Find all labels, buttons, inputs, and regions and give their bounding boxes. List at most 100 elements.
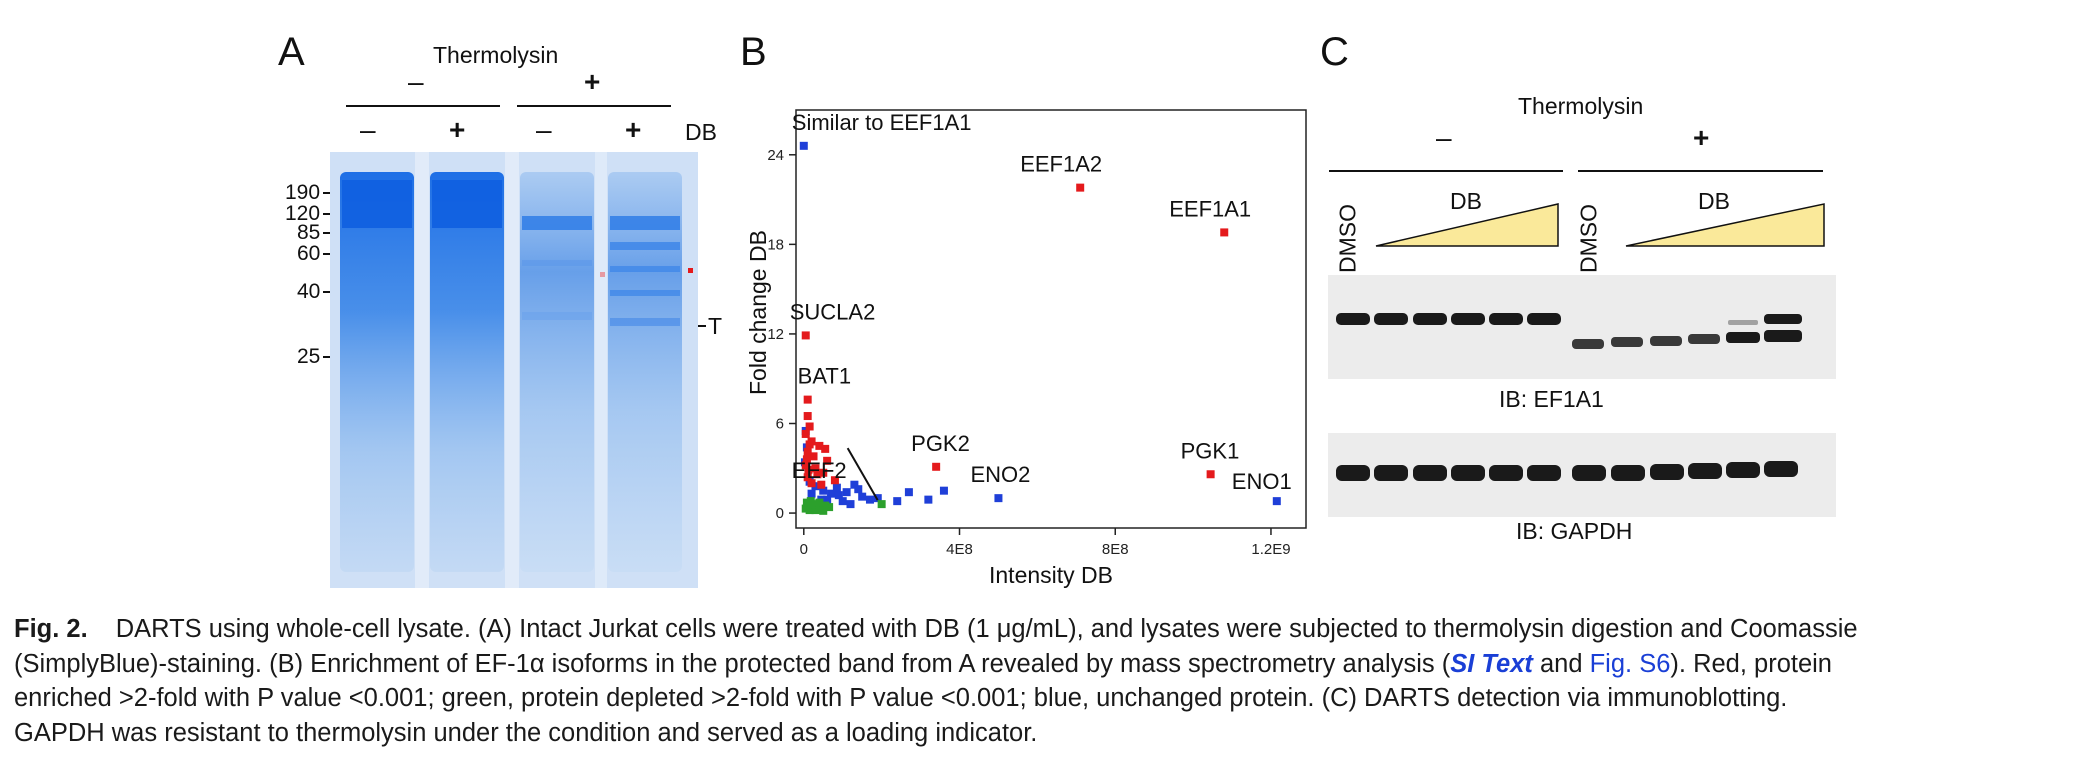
point-enriched (830, 476, 839, 485)
db-gradient-label-right: DB (1698, 188, 1730, 214)
point-unchanged (807, 489, 816, 498)
point-depleted (811, 506, 820, 515)
point-label: ENO1 (1232, 469, 1292, 494)
blot-gapdh-image (1328, 433, 1836, 517)
panel-b-label: B (740, 30, 767, 74)
y-tick-label: 24 (767, 147, 784, 164)
panel-c-group-line-minus (1329, 170, 1563, 172)
x-tick-label: 4E8 (946, 541, 973, 558)
point-eno2 (994, 494, 1003, 503)
point-unchanged (838, 497, 847, 506)
dose-gradients (1375, 203, 1825, 247)
point-unchanged (846, 500, 855, 509)
eef2-pointer-line (846, 447, 879, 501)
panel-a-group-plus: + (584, 66, 601, 97)
point-enriched (817, 480, 826, 489)
plot-marks (799, 141, 1281, 515)
point-unchanged (834, 491, 843, 500)
x-tick-label: 8E8 (1102, 541, 1129, 558)
panel-a-lane-1: – (360, 114, 376, 145)
point-label: ENO2 (970, 462, 1030, 487)
point-enriched (803, 412, 812, 421)
point-enriched (821, 444, 830, 453)
marker-120: 120 (285, 202, 321, 225)
point-unchanged (827, 489, 836, 498)
coomassie-gel-image (330, 152, 698, 588)
panel-c-group-minus: – (1436, 122, 1452, 153)
panel-a-lane-3: – (536, 114, 552, 145)
point-enriched (801, 461, 810, 470)
point-bat1 (803, 395, 812, 404)
point-label: PGK2 (911, 431, 970, 456)
caption-text-2a: (SimplyBlue)-staining. (B) Enrichment of… (14, 649, 1451, 678)
point-unchanged (850, 480, 859, 489)
point-enriched (803, 473, 812, 482)
caption-line-1: Fig. 2. DARTS using whole-cell lysate. (A… (14, 612, 2086, 647)
axis-ticks: 0 4E8 8E8 1.2E9 0 6 12 18 24 (767, 147, 1290, 558)
point-labels: Similar to EEF1A1 EEF1A2 EEF1A1 SUCLA2 BAT1 E… (790, 110, 1292, 501)
blot-ef1a1-image (1328, 275, 1836, 379)
panel-c-label: C (1320, 30, 1349, 74)
point-label: SUCLA2 (790, 299, 876, 324)
point-depleted (825, 503, 834, 512)
point-enriched (813, 470, 822, 479)
panel-a-group-line-minus (346, 105, 500, 107)
point-depleted (819, 506, 828, 515)
point-unchanged (873, 494, 882, 503)
dose-gradient-left (1375, 203, 1559, 247)
si-text-link[interactable]: SI Text (1450, 649, 1533, 678)
marker-190: 190 (285, 181, 321, 204)
point-enriched (802, 455, 811, 464)
point-eef2 (877, 500, 886, 509)
panel-a-treatment-label: Thermolysin (433, 42, 559, 68)
point-eef1a1 (1220, 228, 1229, 237)
point-unchanged (854, 485, 863, 494)
point-pgk1 (1206, 470, 1215, 479)
x-tick-label: 0 (800, 541, 808, 558)
point-label: EEF1A1 (1169, 196, 1251, 221)
point-similar-to-eef1a1 (799, 141, 808, 150)
marker-85: 85 (297, 221, 321, 244)
point-depleted (807, 500, 816, 509)
panel-a-group-minus: – (408, 66, 424, 97)
point-label: EEF2 (792, 458, 847, 483)
point-enriched (823, 456, 832, 465)
point-enriched (801, 429, 810, 438)
panel-c-treatment-label: Thermolysin (1518, 93, 1644, 119)
figure-caption: Fig. 2. DARTS using whole-cell lysate. (A… (14, 612, 2086, 750)
caption-text-1: DARTS using whole-cell lysate. (A) Intac… (115, 615, 1858, 643)
panel-a-lane-2: + (449, 114, 466, 145)
caption-line-4: GAPDH was resistant to thermolysin under… (14, 718, 1038, 747)
fig-s6-link[interactable]: Fig. S6 (1589, 649, 1671, 678)
plot-frame (795, 109, 1307, 529)
point-enriched (811, 464, 820, 473)
panel-c-group-plus: + (1693, 122, 1710, 153)
point-enriched (805, 440, 814, 449)
blot-gapdh-label: IB: GAPDH (1516, 518, 1633, 544)
band-label-t: T (708, 313, 723, 339)
point-unchanged (858, 492, 867, 501)
point-eno1 (1272, 497, 1281, 506)
panel-a-label: A (278, 30, 305, 74)
point-label: PGK1 (1181, 438, 1240, 463)
panel-a-lane-row-label: DB (685, 119, 717, 145)
point-unchanged (842, 488, 851, 497)
point-unchanged (865, 495, 874, 504)
point-label: BAT1 (798, 364, 851, 389)
caption-text-2c: ). Red, protein (1670, 649, 1832, 678)
caption-line-3: enriched >2-fold with P value <0.001; gr… (14, 684, 1788, 712)
dmso-label-left: DMSO (1334, 204, 1361, 273)
panel-a-lane-4: + (625, 114, 642, 145)
caption-text-2b: and (1532, 649, 1590, 678)
point-enriched (815, 441, 824, 450)
point-label: EEF1A2 (1020, 152, 1102, 177)
x-tick-label: 1.2E9 (1251, 541, 1290, 558)
point-unchanged (893, 497, 902, 506)
point-unchanged (819, 486, 828, 495)
point-unchanged (823, 495, 832, 504)
point-eef1a2 (1076, 183, 1085, 192)
point-enriched (803, 447, 812, 456)
point-depleted (815, 498, 824, 507)
point-enriched (805, 422, 814, 431)
db-gradient-label-left: DB (1450, 188, 1482, 214)
